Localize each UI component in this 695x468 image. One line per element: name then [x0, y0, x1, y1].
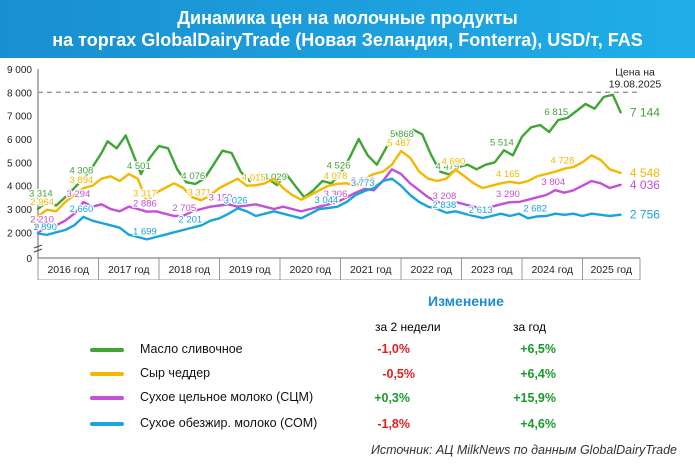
data-label-wmp: 3 290 [496, 189, 520, 200]
legend-label-wmp: Сухое цельное молоко (СЦМ) [140, 390, 314, 404]
data-label-smp: 1 890 [33, 222, 57, 233]
reference-label-line2: 19.08.2025 [609, 78, 662, 90]
change-2w-smp: -1,8% [377, 417, 410, 431]
x-category-label: 2018 год [168, 264, 210, 276]
data-label-cheddar: 4 728 [550, 156, 574, 167]
change-year-smp: +4,6% [520, 417, 556, 431]
data-label-wmp: 2 705 [172, 203, 196, 214]
x-category-label: 2025 год [590, 264, 632, 276]
x-category-label: 2023 год [471, 264, 513, 276]
legend-line-cheddar [90, 372, 124, 376]
x-category-label: 2019 год [229, 264, 271, 276]
legend-label-smp: Сухое обезжир. молоко (СОМ) [140, 416, 318, 430]
data-label-wmp: 3 804 [541, 177, 565, 188]
data-label-cheddar: 3 371 [187, 187, 211, 198]
axis-break-mark [33, 244, 43, 253]
data-label-butter: 7 144 [630, 105, 660, 119]
data-label-butter: 4 526 [327, 160, 351, 171]
data-label-smp: 3 026 [224, 195, 248, 206]
data-label-cheddar: 3 317 [133, 189, 157, 200]
legend-label-cheddar: Сыр чеддер [140, 366, 211, 380]
series-line-wmp [36, 168, 622, 234]
data-label-smp: 2 613 [469, 205, 493, 216]
y-tick-label: 8 000 [7, 88, 32, 99]
data-label-butter: 4 308 [69, 165, 93, 176]
data-label-wmp: 2 210 [30, 214, 54, 225]
y-tick-label: 5 000 [7, 158, 32, 169]
data-label-cheddar: 4 015 [242, 172, 266, 183]
x-category-label: 2017 год [108, 264, 150, 276]
legend-line-wmp [90, 396, 124, 400]
data-label-butter: 5 868 [390, 129, 414, 140]
data-label-butter: 4 076 [181, 171, 205, 182]
data-label-cheddar: 4 165 [496, 169, 520, 180]
y-tick-label: 6 000 [7, 135, 32, 146]
data-label-smp: 2 838 [433, 200, 457, 211]
price-chart: 0 2 000 3 000 4 000 5 000 6 000 7 000 8 000 9 00… [7, 65, 662, 280]
x-category-label: 2020 год [289, 264, 331, 276]
x-category-label: 2024 год [531, 264, 573, 276]
data-label-smp: 2 682 [523, 203, 547, 214]
data-label-cheddar: 3 894 [69, 175, 93, 186]
y-tick-label: 0 [26, 254, 32, 265]
x-category-label: 2022 год [410, 264, 452, 276]
y-tick-label: 4 000 [7, 182, 32, 193]
data-label-butter: 4 501 [127, 161, 151, 172]
data-label-wmp: 3 306 [324, 189, 348, 200]
legend-line-smp [90, 422, 124, 426]
data-label-cheddar: 2 964 [30, 197, 54, 208]
data-label-cheddar: 4 690 [442, 157, 466, 168]
legend-label-butter: Масло сливочное [140, 342, 243, 356]
data-label-smp: 1 699 [133, 226, 157, 237]
series-line-cheddar [36, 149, 622, 218]
y-tick-label: 3 000 [7, 205, 32, 216]
source-note: Источник: АЦ MilkNews по данным GlobalDa… [370, 443, 677, 457]
data-label-smp: 2 756 [630, 208, 660, 222]
change-year-butter: +6,5% [520, 342, 556, 356]
y-tick-label: 9 000 [7, 65, 32, 76]
series-line-butter [36, 93, 622, 211]
reference-label-line1: Цена на [615, 66, 655, 78]
legend-line-butter [90, 348, 124, 352]
data-label-cheddar: 4 078 [324, 171, 348, 182]
data-label-smp: 3 773 [351, 178, 375, 189]
data-label-smp: 3 044 [315, 195, 339, 206]
col-header-2weeks: за 2 недели [375, 320, 441, 334]
data-label-wmp: 3 866 [351, 176, 375, 187]
change-2w-wmp: +0,3% [374, 391, 410, 405]
data-label-wmp: 3 150 [209, 193, 233, 204]
chart-title-line2: на торгах GlobalDairyTrade (Новая Зеланд… [52, 30, 643, 50]
data-label-butter: 3 314 [29, 189, 53, 200]
changes-title: Изменение [428, 293, 504, 309]
change-year-wmp: +15,9% [513, 391, 556, 405]
change-2w-cheddar: -0,5% [382, 367, 415, 381]
data-label-wmp: 3 208 [433, 191, 457, 202]
change-2w-butter: -1,0% [377, 342, 410, 356]
data-label-wmp: 4 036 [630, 178, 660, 192]
data-label-cheddar: 4 548 [630, 166, 660, 180]
data-label-smp: 2 660 [69, 204, 93, 215]
data-label-smp: 2 201 [178, 215, 202, 226]
col-header-year: за год [513, 320, 547, 334]
series-line-smp [36, 177, 622, 241]
change-year-cheddar: +6,4% [520, 367, 556, 381]
data-label-cheddar: 5 487 [387, 138, 411, 149]
y-tick-label: 7 000 [7, 112, 32, 123]
x-category-label: 2021 год [350, 264, 392, 276]
data-label-wmp: 2 886 [133, 199, 157, 210]
chart-title-line1: Динамика цен на молочные продукты [177, 8, 518, 28]
data-label-butter: 6 815 [544, 107, 568, 118]
header-banner: Динамика цен на молочные продукты на тор… [0, 0, 695, 58]
x-category-label: 2016 год [47, 264, 89, 276]
data-label-butter: 5 514 [490, 137, 514, 148]
y-tick-label: 2 000 [7, 228, 32, 239]
data-label-wmp: 3 294 [66, 189, 90, 200]
